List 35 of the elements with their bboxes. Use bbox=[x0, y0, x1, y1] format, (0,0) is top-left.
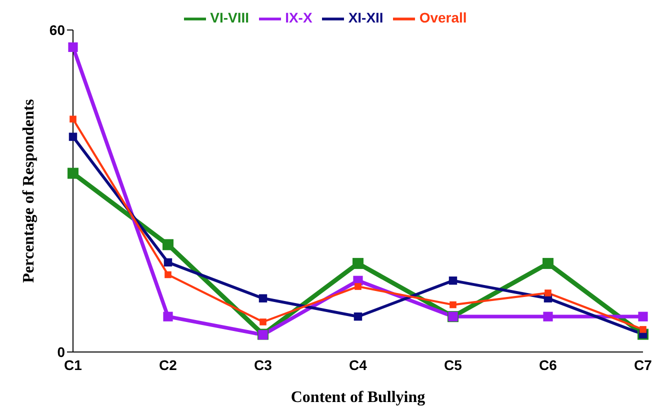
x-tick-label: C5 bbox=[444, 356, 462, 373]
point bbox=[164, 258, 172, 266]
point bbox=[354, 283, 362, 290]
point bbox=[162, 239, 174, 250]
x-tick-label: C1 bbox=[64, 356, 82, 373]
point bbox=[640, 326, 646, 333]
point bbox=[544, 290, 552, 296]
x-axis-title: Content of Bullying bbox=[290, 389, 426, 406]
legend-label: VI-VIII bbox=[210, 10, 250, 26]
point bbox=[448, 276, 458, 285]
x-tick-label: C3 bbox=[254, 356, 272, 373]
point bbox=[70, 116, 76, 122]
point bbox=[354, 312, 362, 321]
x-tick-label: C2 bbox=[159, 356, 178, 373]
point bbox=[260, 318, 266, 326]
legend-label: IX-X bbox=[285, 10, 312, 26]
point bbox=[352, 258, 364, 269]
point bbox=[164, 271, 172, 278]
x-tick-label: C4 bbox=[349, 356, 368, 373]
point bbox=[638, 312, 648, 322]
point bbox=[163, 312, 173, 322]
x-tick-label: C6 bbox=[539, 356, 558, 373]
x-tick-label: C7 bbox=[634, 356, 652, 373]
point bbox=[543, 312, 553, 322]
point bbox=[68, 42, 78, 52]
y-tick-label: 60 bbox=[49, 22, 66, 38]
y-axis-title: Percentage of Respondents bbox=[20, 99, 38, 283]
point bbox=[258, 294, 268, 302]
legend-label: Overall bbox=[419, 10, 467, 26]
y-tick-label: 0 bbox=[57, 344, 66, 360]
legend-label: XI-XII bbox=[348, 10, 384, 26]
point bbox=[450, 301, 456, 308]
point bbox=[68, 132, 78, 141]
point bbox=[68, 168, 78, 179]
point bbox=[542, 258, 554, 269]
